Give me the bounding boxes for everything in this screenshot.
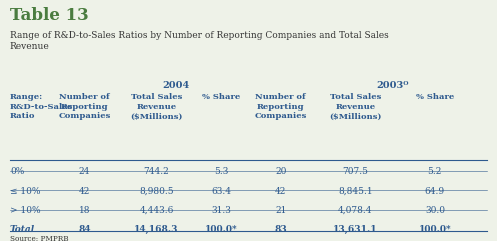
Text: 30.0: 30.0 xyxy=(425,206,445,215)
Text: 707.5: 707.5 xyxy=(342,167,368,176)
Text: Range:
R&D-to-Sales
Ratio: Range: R&D-to-Sales Ratio xyxy=(10,93,74,120)
Text: Total Sales
Revenue
($Millions): Total Sales Revenue ($Millions) xyxy=(130,93,183,120)
Text: 100.0*: 100.0* xyxy=(418,225,451,234)
Text: 42: 42 xyxy=(79,187,90,196)
Text: 2003ᴼ: 2003ᴼ xyxy=(376,81,409,90)
Text: 14,168.3: 14,168.3 xyxy=(134,225,179,234)
Text: % Share: % Share xyxy=(416,93,454,101)
Text: Total: Total xyxy=(10,225,35,234)
Text: 20: 20 xyxy=(275,167,286,176)
Text: 42: 42 xyxy=(275,187,286,196)
Text: 64.9: 64.9 xyxy=(425,187,445,196)
Text: ≤ 10%: ≤ 10% xyxy=(10,187,40,196)
Text: 4,078.4: 4,078.4 xyxy=(338,206,373,215)
Text: Number of
Reporting
Companies: Number of Reporting Companies xyxy=(58,93,111,120)
Text: 31.3: 31.3 xyxy=(211,206,231,215)
Text: 5.3: 5.3 xyxy=(214,167,228,176)
Text: 4,443.6: 4,443.6 xyxy=(139,206,174,215)
Text: % Share: % Share xyxy=(202,93,240,101)
Text: 18: 18 xyxy=(79,206,90,215)
Text: Table 13: Table 13 xyxy=(10,7,88,24)
Text: 8,845.1: 8,845.1 xyxy=(338,187,373,196)
Text: 13,631.1: 13,631.1 xyxy=(333,225,378,234)
Text: > 10%: > 10% xyxy=(10,206,41,215)
Text: 2004: 2004 xyxy=(163,81,190,90)
Text: 63.4: 63.4 xyxy=(211,187,231,196)
Text: 0%: 0% xyxy=(10,167,24,176)
Text: 744.2: 744.2 xyxy=(144,167,169,176)
Text: Source: PMPRB: Source: PMPRB xyxy=(10,235,69,241)
Text: Range of R&D-to-Sales Ratios by Number of Reporting Companies and Total Sales
Re: Range of R&D-to-Sales Ratios by Number o… xyxy=(10,31,389,51)
Text: Number of
Reporting
Companies: Number of Reporting Companies xyxy=(254,93,307,120)
Text: 5.2: 5.2 xyxy=(428,167,442,176)
Text: 8,980.5: 8,980.5 xyxy=(139,187,174,196)
Text: 21: 21 xyxy=(275,206,286,215)
Text: 24: 24 xyxy=(79,167,90,176)
Text: 84: 84 xyxy=(78,225,91,234)
Text: 100.0*: 100.0* xyxy=(205,225,238,234)
Text: 83: 83 xyxy=(274,225,287,234)
Text: Total Sales
Revenue
($Millions): Total Sales Revenue ($Millions) xyxy=(329,93,382,120)
